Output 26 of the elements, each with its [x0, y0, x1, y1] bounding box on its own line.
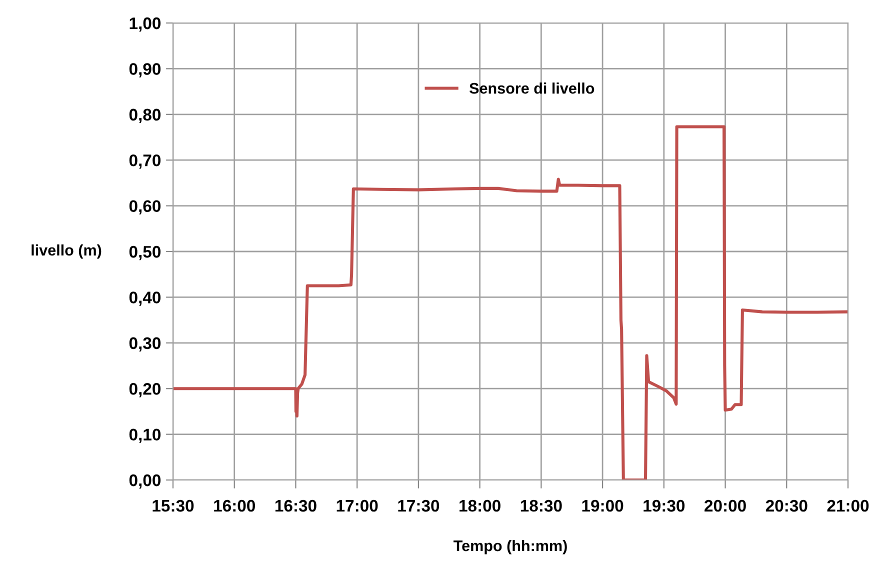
x-tick-label: 20:00	[704, 500, 746, 512]
x-tick-label: 19:30	[644, 500, 685, 512]
x-tick-label: 20:30	[766, 500, 808, 512]
x-tick-label: 18:30	[520, 500, 562, 512]
y-tick-label: 0,70	[129, 154, 161, 169]
y-tick-label: 0,60	[129, 200, 161, 214]
x-tick-label: 21:00	[827, 500, 869, 512]
x-tick-label: 17:00	[336, 500, 378, 512]
legend-label: Sensore di livello	[470, 82, 594, 94]
y-tick-label: 0,00	[129, 474, 161, 489]
x-tick-label: 18:00	[460, 500, 500, 512]
x-tick-label: 17:30	[398, 500, 440, 512]
y-tick-label: 0,50	[129, 246, 161, 260]
y-axis-title: livello (m)	[32, 244, 102, 259]
x-axis-title: Tempo (hh:mm)	[454, 540, 567, 554]
y-tick-label: 1,00	[130, 17, 161, 32]
y-tick-label: 0,80	[129, 108, 161, 124]
y-tick-label: 0,20	[129, 383, 161, 398]
x-tick-label: 16:00	[214, 500, 255, 512]
x-tick-label: 19:00	[582, 500, 624, 512]
x-tick-label: 15:30	[152, 500, 194, 512]
y-tick-label: 0,30	[129, 337, 161, 352]
y-tick-label: 0,10	[129, 428, 161, 443]
x-tick-label: 16:30	[275, 500, 316, 512]
y-tick-label: 0,40	[129, 292, 161, 306]
y-tick-label: 0,90	[129, 63, 161, 78]
